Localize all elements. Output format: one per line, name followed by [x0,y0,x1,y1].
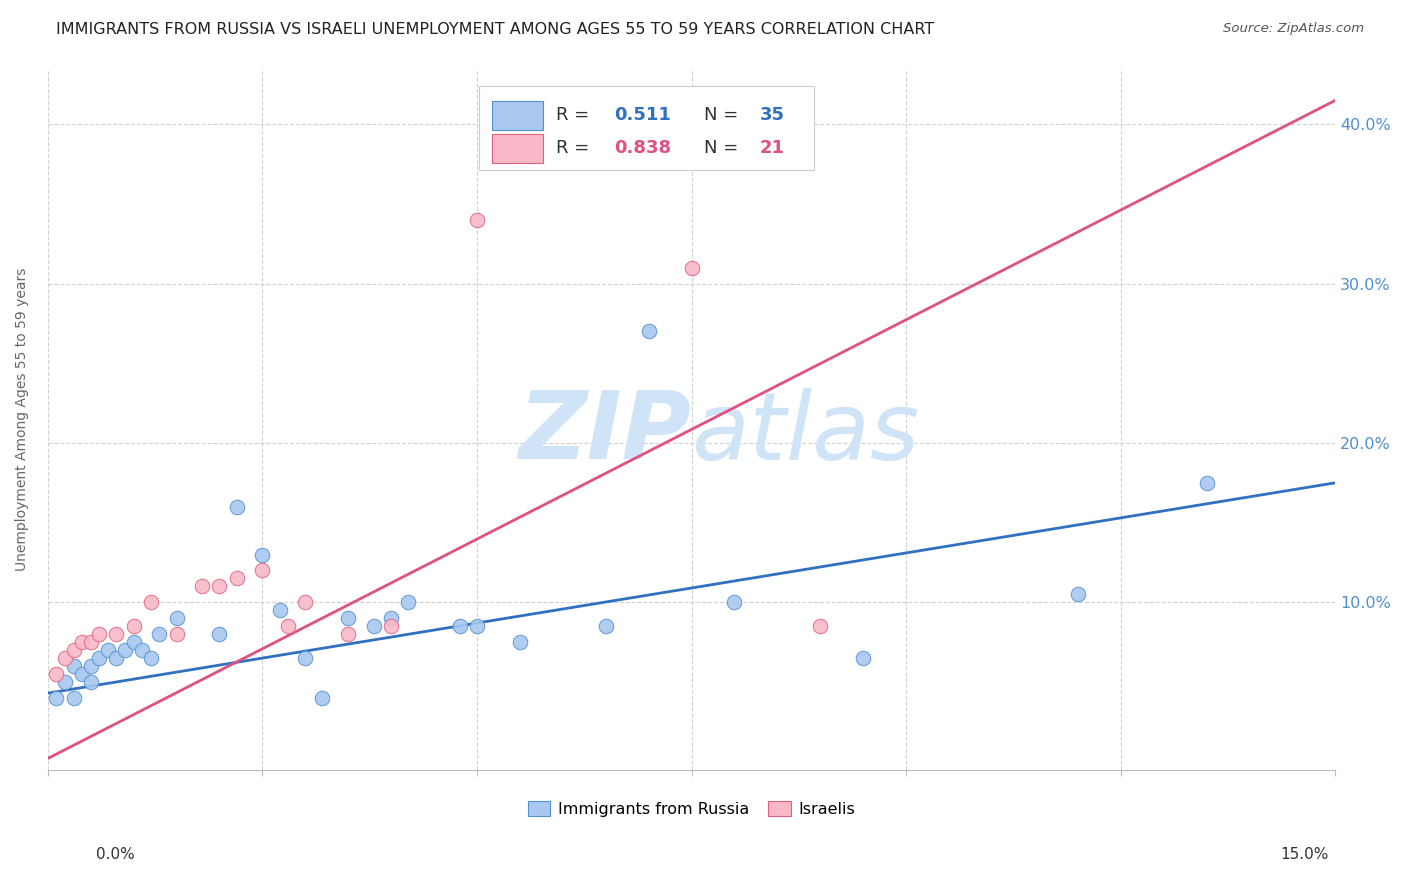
Point [380,619,402,633]
Point [252,564,274,578]
Y-axis label: Unemployment Among Ages 55 to 59 years: Unemployment Among Ages 55 to 59 years [15,268,30,571]
Point [70,635,93,649]
Point [53,675,76,690]
Point [363,619,385,633]
Point [1067,587,1090,601]
Point [449,619,471,633]
Point [294,651,316,665]
Point [70,667,93,681]
Point [148,627,170,641]
Point [396,595,419,609]
Text: R =: R = [557,139,595,158]
Point [595,619,617,633]
Point [62,690,84,705]
Point [89,627,111,641]
Point [337,611,360,625]
Text: ZIP: ZIP [519,387,692,479]
Text: 0.838: 0.838 [614,139,672,158]
Point [114,643,136,657]
FancyBboxPatch shape [492,134,544,163]
Point [139,595,162,609]
Text: 35: 35 [759,106,785,125]
Point [105,651,128,665]
Text: atlas: atlas [692,388,920,479]
Point [637,325,659,339]
Text: 15.0%: 15.0% [1281,847,1329,862]
Point [311,690,333,705]
Point [122,635,145,649]
Point [79,675,101,690]
Point [97,643,120,657]
Point [208,579,231,593]
Point [122,619,145,633]
Point [191,579,214,593]
Point [681,260,703,275]
Point [45,690,67,705]
Point [166,611,188,625]
Text: Source: ZipAtlas.com: Source: ZipAtlas.com [1223,22,1364,36]
Point [465,213,488,227]
Text: R =: R = [557,106,595,125]
Point [45,667,67,681]
Point [62,643,84,657]
Text: 21: 21 [759,139,785,158]
Point [79,659,101,673]
Point [852,651,875,665]
Point [380,611,402,625]
Point [1195,475,1218,490]
Text: IMMIGRANTS FROM RUSSIA VS ISRAELI UNEMPLOYMENT AMONG AGES 55 TO 59 YEARS CORRELA: IMMIGRANTS FROM RUSSIA VS ISRAELI UNEMPL… [56,22,935,37]
Text: 0.0%: 0.0% [96,847,135,862]
Point [89,651,111,665]
Point [294,595,316,609]
Point [252,548,274,562]
Point [723,595,745,609]
Point [139,651,162,665]
Point [337,627,360,641]
Text: N =: N = [704,139,744,158]
FancyBboxPatch shape [479,86,814,170]
Point [166,627,188,641]
Point [79,635,101,649]
Point [465,619,488,633]
Point [53,651,76,665]
Point [277,619,299,633]
FancyBboxPatch shape [492,101,544,130]
Text: 0.511: 0.511 [614,106,671,125]
Point [808,619,831,633]
Point [105,627,128,641]
Point [62,659,84,673]
Point [509,635,531,649]
Text: N =: N = [704,106,744,125]
Legend: Immigrants from Russia, Israelis: Immigrants from Russia, Israelis [520,793,863,825]
Point [225,571,247,585]
Point [208,627,231,641]
Point [131,643,153,657]
Point [225,500,247,514]
Point [269,603,291,617]
